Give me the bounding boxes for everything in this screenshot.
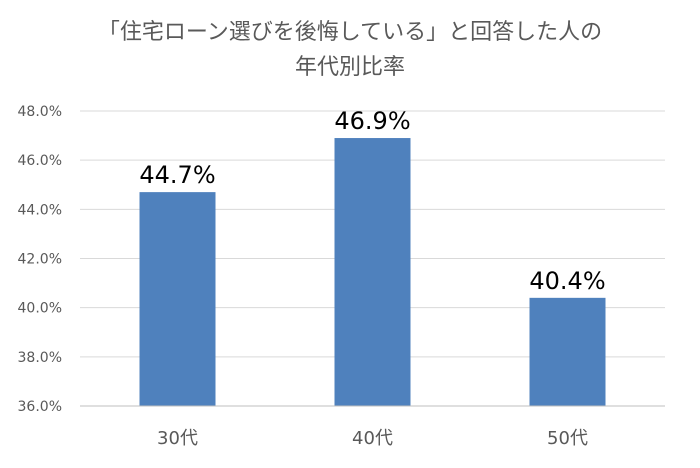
- x-tick-label: 50代: [547, 428, 588, 449]
- y-tick-label: 46.0%: [18, 153, 62, 169]
- y-tick-label: 40.0%: [18, 301, 62, 317]
- data-label: 46.9%: [334, 107, 410, 135]
- x-axis-tick-labels: 30代 40代 50代: [157, 428, 588, 449]
- data-label: 40.4%: [529, 267, 605, 295]
- bar: [334, 138, 411, 406]
- y-tick-label: 48.0%: [18, 104, 62, 120]
- x-tick-label: 40代: [352, 428, 393, 449]
- bars: [139, 138, 606, 406]
- bar: [529, 297, 606, 406]
- y-tick-label: 44.0%: [18, 202, 62, 218]
- chart-title-line-1: 「住宅ローン選びを後悔している」と回答した人の: [97, 20, 603, 45]
- y-axis-tick-labels: 36.0% 38.0% 40.0% 42.0% 44.0% 46.0% 48.0%: [18, 104, 62, 415]
- y-tick-label: 42.0%: [18, 252, 62, 268]
- y-tick-label: 38.0%: [18, 350, 62, 366]
- x-tick-label: 30代: [157, 428, 198, 449]
- data-labels: 44.7% 46.9% 40.4%: [139, 107, 605, 295]
- y-tick-label: 36.0%: [18, 399, 62, 415]
- bar: [139, 192, 216, 406]
- data-label: 44.7%: [139, 161, 215, 189]
- chart-title-line-2: 年代別比率: [294, 55, 405, 80]
